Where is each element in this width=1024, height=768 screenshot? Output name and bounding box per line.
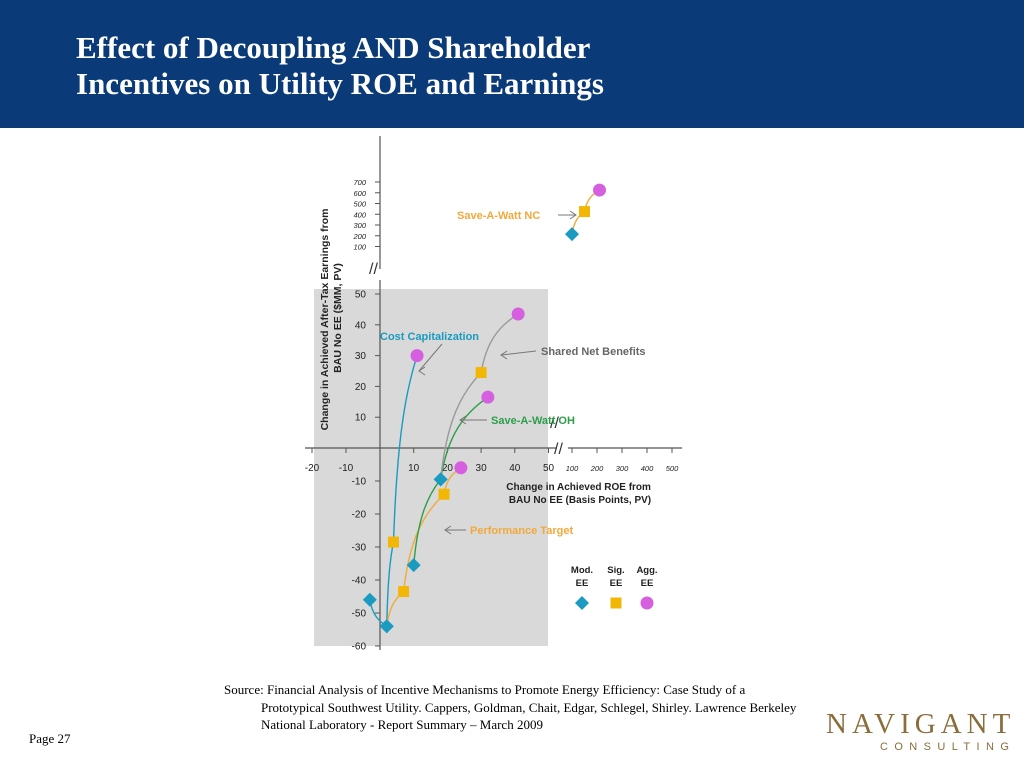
data-point-cost-capitalization <box>410 349 424 363</box>
source-citation: Source: Financial Analysis of Incentive … <box>224 681 804 734</box>
y-tick-label: 600 <box>353 189 366 198</box>
y-tick-label: 30 <box>355 351 367 362</box>
annotation-arrowhead <box>569 210 577 220</box>
data-point-save-a-watt-oh <box>406 558 421 573</box>
data-point-cost-capitalization <box>387 536 399 548</box>
legend-label: EE <box>610 578 623 589</box>
x-tick-label: 400 <box>641 464 654 473</box>
y-tick-label: -60 <box>352 642 367 653</box>
y-tick-label: -40 <box>352 576 367 587</box>
legend-label: Mod. <box>571 565 593 576</box>
legend-marker <box>640 596 654 610</box>
legend-label: EE <box>641 578 654 589</box>
data-point-performance-target <box>398 586 410 598</box>
series-markers <box>362 183 606 634</box>
y-tick-label: 400 <box>353 210 366 219</box>
legend-marker <box>610 597 622 609</box>
x-tick-label: 100 <box>566 464 579 473</box>
series-labels: Cost Capitalization Performance Target Sav… <box>380 210 646 537</box>
shaded-region <box>314 289 548 646</box>
legend-label: Agg. <box>636 565 657 576</box>
logo-name: NAVIGANT <box>826 708 1016 740</box>
legend-label: Sig. <box>607 565 624 576</box>
x-tick-label: 40 <box>509 463 521 474</box>
x-tick-label: -10 <box>339 463 354 474</box>
y-tick-label: 10 <box>355 413 367 424</box>
y-tick-label: 20 <box>355 382 367 393</box>
annotation-arrowhead <box>459 415 467 425</box>
series-label-cost-capitalization: Cost Capitalization <box>380 331 479 343</box>
x-tick-label: 500 <box>666 464 679 473</box>
annotation-arrowhead <box>444 525 452 535</box>
series-label-save-a-watt-oh: Save-A-Watt OH <box>491 415 575 427</box>
navigant-logo: NAVIGANT CONSULTING <box>826 708 1010 756</box>
annotation-arrow <box>500 350 537 356</box>
legend-marker <box>575 596 589 610</box>
y-tick-label: 50 <box>355 290 367 301</box>
x-axis-break-mark-upper: // <box>550 415 559 432</box>
data-point-save-a-watt-nc <box>579 206 590 218</box>
annotation-arrow <box>418 343 443 372</box>
series-label-shared-net-benefits: Shared Net Benefits <box>541 346 646 358</box>
data-point-shared-net-benefits <box>511 307 525 321</box>
series-line-cost-capitalization <box>369 355 418 628</box>
data-point-cost-capitalization <box>362 592 377 607</box>
y-tick-label: 700 <box>353 178 366 187</box>
source-text: Source: Financial Analysis of Incentive … <box>224 682 797 732</box>
annotation-arrowhead <box>500 350 508 360</box>
y-tick-label: 100 <box>353 243 366 252</box>
x-tick-label: 10 <box>408 463 420 474</box>
y-tick-label: 500 <box>353 200 366 209</box>
y-tick-label: -10 <box>352 477 367 488</box>
data-point-performance-target <box>438 488 450 500</box>
data-point-shared-net-benefits <box>433 472 448 487</box>
data-point-save-a-watt-nc <box>565 227 579 242</box>
x-axis-break-mark: // <box>554 441 563 458</box>
title-line-1: Effect of Decoupling AND Shareholder <box>76 30 591 65</box>
y-tick-label: 40 <box>355 320 367 331</box>
y-axis-title: Change in Achieved After-Tax Earnings fr… <box>319 206 344 431</box>
data-point-save-a-watt-oh <box>481 390 495 404</box>
x-tick-label: 50 <box>543 463 555 474</box>
x-tick-label: 300 <box>616 464 629 473</box>
annotation-arrowhead <box>418 366 426 376</box>
series-label-performance-target: Performance Target <box>470 525 573 537</box>
y-tick-label: 200 <box>352 232 366 241</box>
series-label-save-a-watt-nc: Save-A-Watt NC <box>457 210 540 222</box>
data-point-save-a-watt-nc <box>593 183 606 197</box>
y-tick-label: -20 <box>352 510 367 521</box>
x-axis-title: Change in Achieved ROE from BAU No EE (B… <box>506 482 653 506</box>
slide-title: Effect of Decoupling AND Shareholder Inc… <box>76 30 604 102</box>
x-tick-label: 30 <box>476 463 488 474</box>
x-tick-label: 200 <box>590 464 604 473</box>
y-tick-label: 300 <box>353 221 366 230</box>
roe-earnings-chart: // // // 50 40 30 20 10 -10 -20 -30 -40 -50 -60 700… <box>305 136 682 653</box>
legend: Mod. EE Sig. EE Agg. EE <box>562 559 680 617</box>
chart-container: // // // 50 40 30 20 10 -10 -20 -30 -40 -50 -60 700… <box>300 128 690 663</box>
x-tick-label: -20 <box>305 463 320 474</box>
y-tick-label: -50 <box>352 609 367 620</box>
data-point-performance-target <box>379 619 394 634</box>
legend-label: EE <box>576 578 589 589</box>
title-line-2: Incentives on Utility ROE and Earnings <box>76 66 604 101</box>
y-axis-break-mark: // <box>369 261 378 278</box>
title-banner: Effect of Decoupling AND Shareholder Inc… <box>0 0 1024 128</box>
tick-labels: 5040302010-10-20-30-40-50-60700600500400… <box>305 178 679 653</box>
x-tick-label: 20 <box>442 463 454 474</box>
y-tick-label: -30 <box>352 543 367 554</box>
data-point-performance-target <box>454 461 468 475</box>
page-number: Page 27 <box>29 731 71 746</box>
logo-subtitle: CONSULTING <box>880 741 1016 753</box>
data-point-shared-net-benefits <box>475 367 487 379</box>
